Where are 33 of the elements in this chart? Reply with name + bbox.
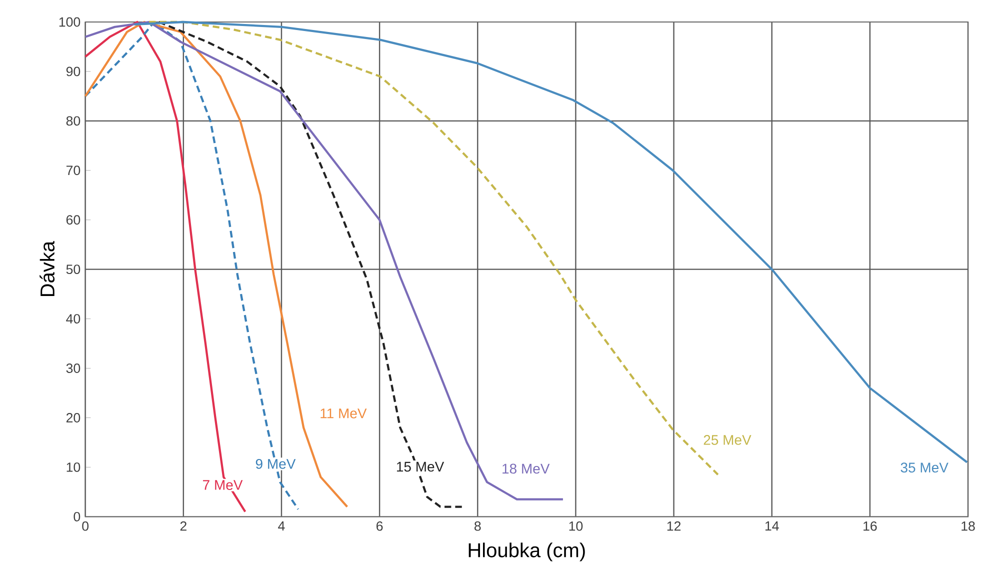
x-tick-label: 2	[180, 521, 186, 531]
y-tick-label: 60	[66, 215, 80, 225]
series-label: 25 MeV	[704, 435, 752, 445]
y-tick-label: 0	[74, 512, 80, 522]
series-label: 7 MeV	[203, 480, 243, 490]
series-label: 11 MeV	[320, 408, 367, 418]
y-axis-title: Dávka	[40, 240, 55, 296]
y-tick-label: 10	[66, 462, 80, 472]
y-tick-label: 40	[66, 314, 80, 324]
line-series	[84, 20, 246, 513]
y-tick-label: 90	[66, 66, 80, 76]
series-label: 15 MeV	[396, 462, 444, 472]
x-tick-label: 6	[376, 521, 383, 531]
x-tick-label: 4	[278, 521, 285, 531]
x-tick-label: 16	[864, 521, 877, 531]
series-label: 18 MeV	[502, 464, 550, 474]
line-series	[84, 20, 564, 500]
x-tick-label: 10	[569, 521, 583, 531]
x-tick-label: 12	[667, 521, 681, 531]
line-series	[148, 20, 719, 476]
x-tick-label: 8	[474, 521, 481, 531]
y-tick-label: 50	[66, 264, 80, 274]
x-axis-title: Hloubka (cm)	[468, 542, 585, 562]
y-tick-label: 70	[66, 166, 80, 176]
x-tick-label: 18	[962, 521, 975, 531]
y-tick-label: 20	[66, 413, 80, 422]
series-label: 35 MeV	[900, 462, 948, 473]
y-tick-label: 100	[59, 17, 80, 27]
y-tick-label: 30	[66, 364, 80, 373]
series-label: 9 MeV	[256, 458, 296, 469]
x-tick-label: 14	[765, 521, 779, 531]
x-tick-label: 0	[82, 521, 89, 531]
y-tick-label: 80	[66, 116, 80, 126]
